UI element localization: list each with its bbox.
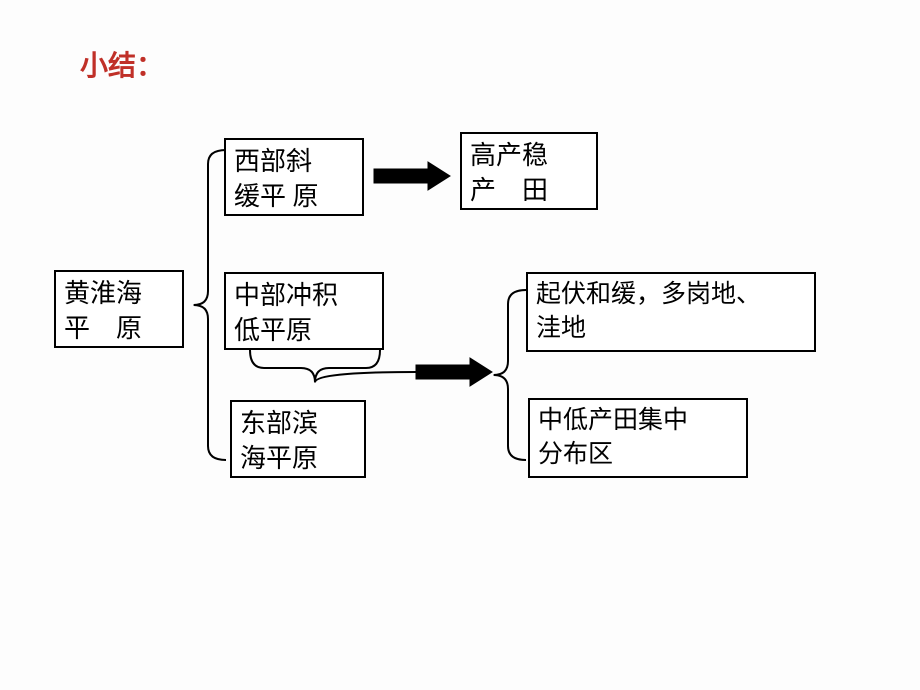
node-relief-label: 起伏和缓，多岗地、 洼地	[536, 278, 761, 346]
node-high: 高产稳 产 田	[460, 132, 598, 210]
node-west-label: 西部斜 缓平 原	[234, 144, 319, 214]
node-mid-label: 中部冲积 低平原	[234, 278, 338, 348]
node-root-label: 黄淮海 平 原	[64, 276, 142, 346]
node-lowmed: 中低产田集中 分布区	[528, 398, 748, 478]
node-relief: 起伏和缓，多岗地、 洼地	[526, 272, 816, 352]
node-east-label: 东部滨 海平原	[240, 406, 318, 476]
node-mid: 中部冲积 低平原	[224, 272, 384, 350]
node-lowmed-label: 中低产田集中 分布区	[538, 404, 688, 472]
section-title: 小结：	[80, 44, 164, 84]
node-east: 东部滨 海平原	[230, 400, 366, 478]
node-west: 西部斜 缓平 原	[224, 138, 364, 216]
node-high-label: 高产稳 产 田	[470, 138, 548, 208]
node-root: 黄淮海 平 原	[54, 270, 184, 348]
